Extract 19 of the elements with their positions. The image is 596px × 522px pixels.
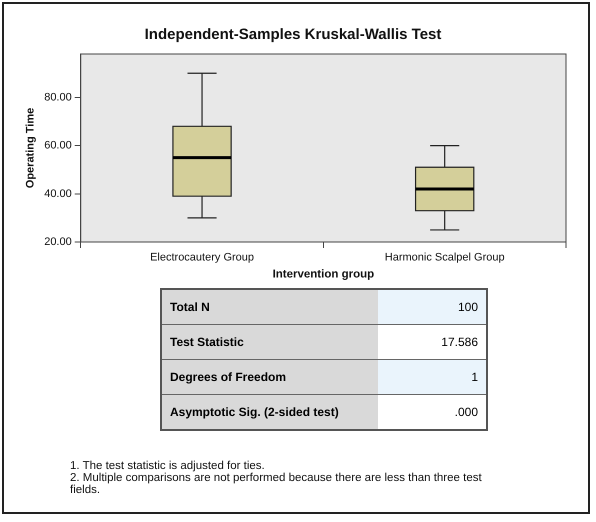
category-label: Degrees of Freedom	[161, 360, 378, 394]
category-label: Test Statistic	[161, 324, 378, 360]
text: 1. The test statistic is adjusted for ties.	[70, 460, 266, 472]
x-tick-label: Electrocautery Group	[150, 252, 254, 264]
text: .000	[454, 405, 478, 419]
chart-title: Independent-Samples Kruskal-Wallis Test	[144, 26, 442, 44]
y-tick-label: 60.00	[44, 140, 72, 152]
y-tick-label: 80.00	[44, 91, 72, 104]
category-label: Total N	[161, 289, 378, 324]
text: 100	[458, 300, 478, 314]
y-tick-label: 20.00	[44, 236, 72, 248]
text: 1	[471, 370, 478, 384]
y-axis-title: Operating Time	[24, 108, 37, 188]
text: 17.586	[441, 335, 478, 349]
y-tick-label: 40.00	[44, 188, 72, 200]
x-tick-label: Harmonic Scalpel Group	[384, 252, 505, 264]
category-label: Asymptotic Sig. (2-sided test)	[161, 394, 378, 430]
x-axis-title: Intervention group	[272, 268, 374, 280]
text: 2. Multiple comparisons are not performed because there are less than three test fields.	[70, 472, 483, 496]
